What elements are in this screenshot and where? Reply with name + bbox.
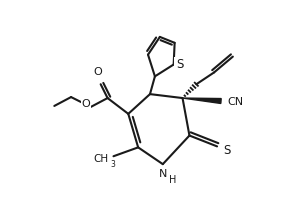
Text: H: H — [169, 175, 176, 185]
Text: O: O — [93, 67, 102, 77]
Text: S: S — [176, 58, 183, 71]
Text: S: S — [223, 144, 230, 157]
Text: O: O — [81, 99, 90, 109]
Polygon shape — [183, 98, 221, 103]
Text: CN: CN — [227, 97, 243, 107]
Text: 3: 3 — [111, 160, 115, 169]
Text: N: N — [159, 169, 167, 179]
Text: CH: CH — [94, 154, 108, 164]
